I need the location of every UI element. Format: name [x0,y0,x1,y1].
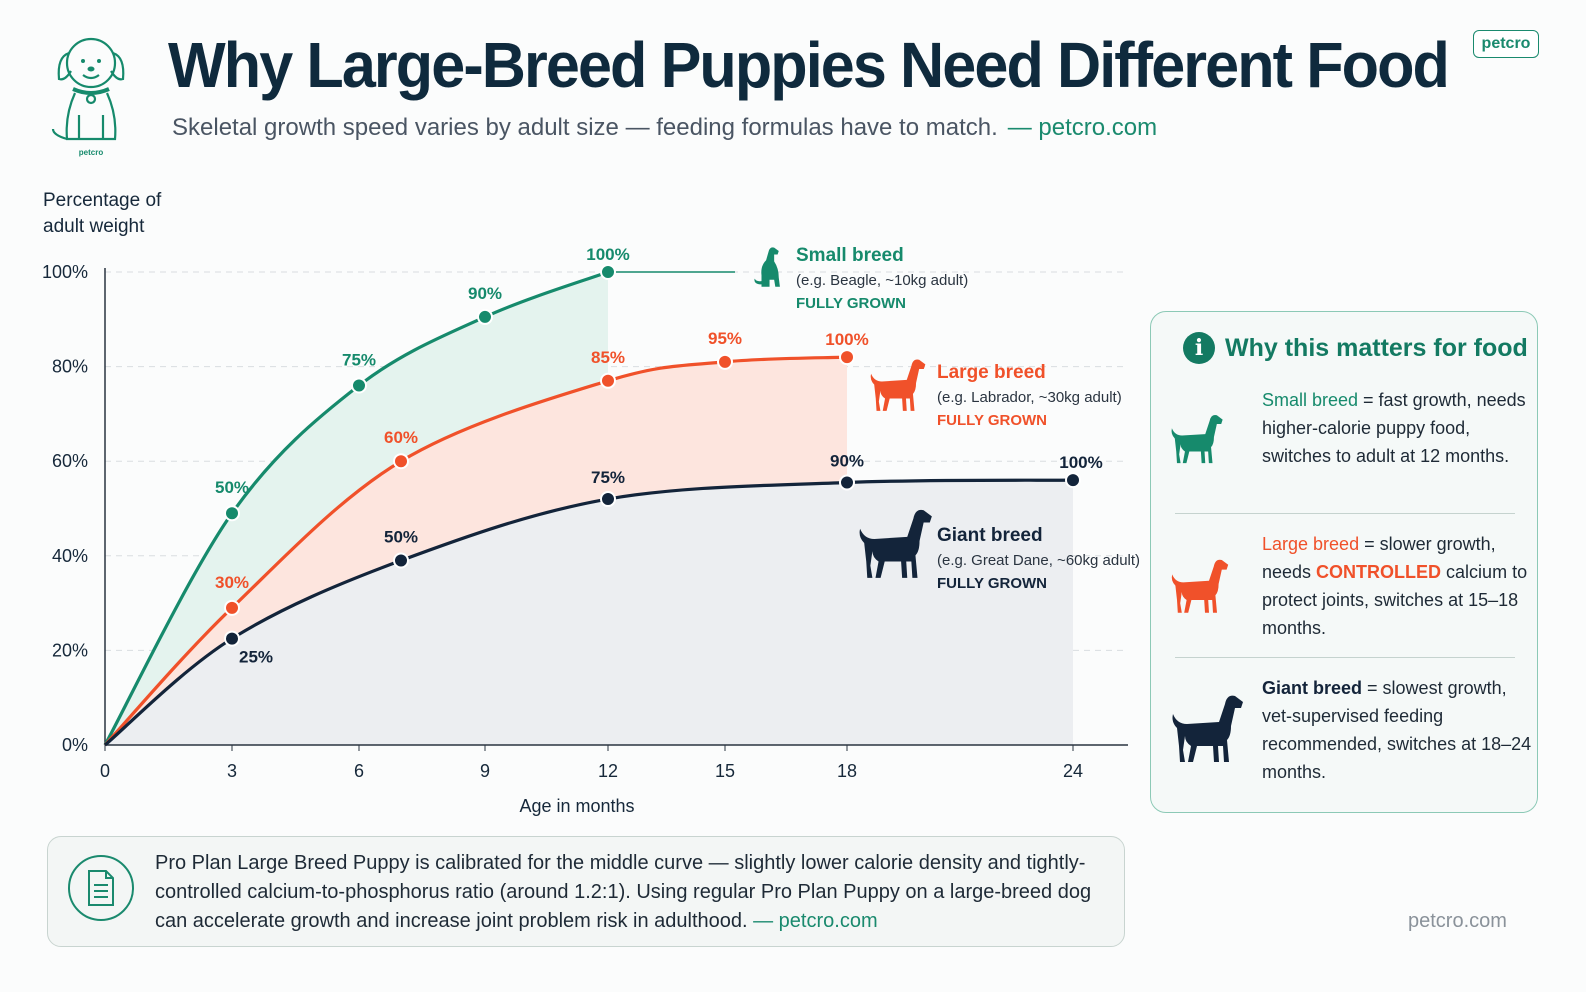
logo-text: petcro [79,148,104,157]
legend-status: FULLY GROWN [937,412,1048,429]
subtitle-text: Skeletal growth speed varies by adult si… [172,114,998,141]
panel-item-text: = slowest growth, vet-supervised feeding… [1262,678,1532,782]
data-point-small [600,264,616,280]
data-point-large [393,453,409,470]
data-point-giant [600,491,616,508]
subtitle-link[interactable]: — petcro.com [1007,114,1158,141]
x-tick-label: 3 [227,761,237,781]
panel-item-text: = fast growth, needs higher-calorie pupp… [1262,390,1526,466]
legend-example: (e.g. Great Dane, ~60kg adult) [937,552,1141,569]
info-icon: i [1183,332,1215,364]
data-label-large: 85% [591,348,625,367]
legend-status: FULLY GROWN [937,575,1048,592]
brand-badge: petcro [1473,30,1539,58]
data-point-giant [1065,472,1081,489]
dog-icon [750,243,796,294]
data-label-small: 90% [468,284,502,303]
dog-icon [868,352,930,419]
data-label-giant: 90% [830,451,864,470]
y-tick-label: 0% [62,735,88,755]
panel-title-text: Why this matters for food [1225,333,1528,362]
data-label-giant: 25% [239,648,273,667]
legend-status: FULLY GROWN [796,295,907,312]
data-point-large [600,372,616,389]
legend-name: Giant breed [937,525,1043,546]
x-axis-title: Age in months [519,796,634,816]
area-giant [105,480,1073,745]
dog-icon [856,500,938,587]
legend-example: (e.g. Labrador, ~30kg adult) [937,389,1122,406]
data-label-giant: 50% [384,528,418,547]
document-icon [68,855,134,921]
data-point-small [477,308,493,325]
data-label-large: 30% [215,573,249,592]
x-tick-label: 15 [715,761,735,781]
divider [1175,513,1515,514]
dog-icon [1169,408,1227,471]
x-tick-label: 6 [354,761,364,781]
note-body: Pro Plan Large Breed Puppy is calibrated… [155,852,1092,932]
puppy-logo-icon: petcro [51,37,125,157]
legend-name: Small breed [796,245,904,266]
data-label-small: 50% [215,478,249,497]
data-point-large [839,349,855,366]
why-it-matters-panel: i Why this matters for food Small breed =… [1150,311,1538,813]
data-point-large [224,599,240,616]
info-note: Pro Plan Large Breed Puppy is calibrated… [47,836,1125,947]
data-label-small: 75% [342,351,376,370]
data-label-large: 95% [708,329,742,348]
data-point-small [224,505,240,522]
data-label-giant: 100% [1059,453,1102,472]
y-axis-title: Percentage of adult weight [43,190,162,237]
panel-title: i Why this matters for food [1183,332,1528,364]
x-tick-label: 18 [837,761,857,781]
growth-chart: 0% 20% 40% 60% 80% 100% 0 3 6 9 12 15 18 24 Age in mon… [42,245,1128,816]
data-label-large: 60% [384,428,418,447]
y-tick-label: 20% [52,640,88,660]
note-link[interactable]: — petcro.com [753,910,878,932]
footer-brand: petcro.com [1408,910,1507,932]
y-tick-label: 100% [42,262,88,282]
dog-icon [1169,686,1249,771]
y-tick-label: 40% [52,546,88,566]
x-tick-label: 24 [1063,761,1083,781]
panel-item-name: Small breed [1262,390,1359,410]
page-title: Why Large-Breed Puppies Need Different F… [168,29,1450,101]
panel-item-name: Large breed [1262,534,1360,554]
x-tick-label: 0 [100,761,110,781]
legend-large: Large breed (e.g. Labrador, ~30kg adult) F… [937,362,1122,429]
data-label-giant: 75% [591,468,625,487]
data-label-small: 100% [586,245,629,264]
legend-small: Small breed (e.g. Beagle, ~10kg adult) FUL… [796,245,968,312]
data-point-giant [839,474,855,491]
legend-example: (e.g. Beagle, ~10kg adult) [796,272,969,289]
data-label-large: 100% [825,330,868,349]
data-point-large [717,353,733,370]
data-point-giant [393,552,409,569]
panel-item-emphasis: CONTROLLED [1316,562,1442,582]
panel-item-text: = slower growth, needs [1262,534,1496,582]
legend-giant: Giant breed (e.g. Great Dane, ~60kg adult… [937,525,1140,592]
note-text: Pro Plan Large Breed Puppy is calibrated… [155,849,1115,936]
data-point-giant [224,630,240,647]
panel-item-text: calcium to protect joints, switches at 1… [1262,562,1528,638]
line-small [103,270,609,746]
dog-icon [1169,552,1233,621]
legend-name: Large breed [937,362,1046,383]
divider [1175,657,1515,658]
x-tick-label: 12 [598,761,618,781]
panel-item-name: Giant breed [1262,678,1363,698]
subtitle: Skeletal growth speed varies by adult si… [172,114,1157,142]
data-point-small [351,377,367,394]
x-tick-label: 9 [480,761,490,781]
y-tick-label: 60% [52,451,88,471]
y-tick-label: 80% [52,357,88,377]
